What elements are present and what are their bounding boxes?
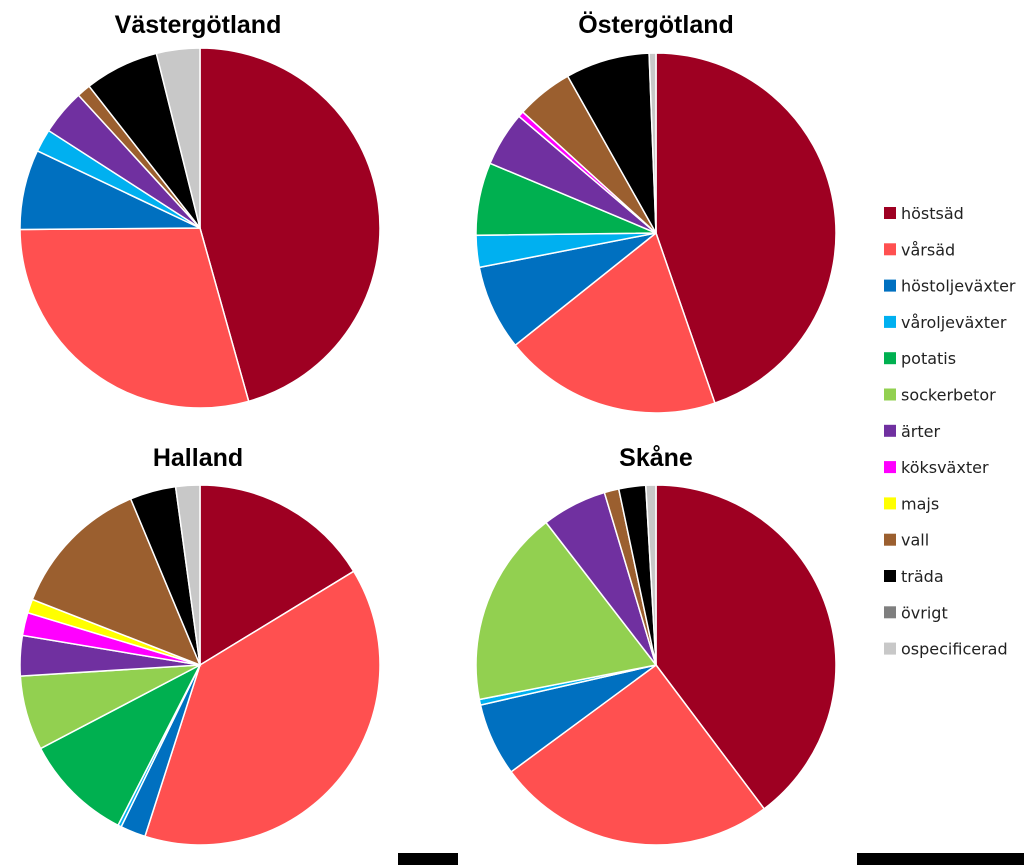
pie-title: Skåne: [619, 444, 693, 472]
legend-swatch: [884, 388, 896, 401]
legend-item-ospecificerad: ospecificerad: [884, 640, 1008, 659]
legend-swatch: [884, 207, 896, 219]
pie-title: Östergötland: [578, 10, 734, 39]
pie-slice-potatis: [39, 663, 202, 827]
legend-label: ospecificerad: [901, 640, 1008, 659]
pie-slice-varsad: [510, 663, 766, 846]
pie-slice-varsad: [19, 227, 250, 409]
legend-label: övrigt: [901, 603, 948, 622]
pie-slice-ospecificerad: [644, 484, 657, 666]
pie-slice-hostsad: [655, 484, 837, 810]
legend-label: vårsäd: [901, 240, 955, 259]
pie-slice-varsad: [143, 570, 381, 846]
legend-swatch: [884, 352, 896, 365]
pie-slice-hostsad: [655, 52, 837, 405]
legend-item-vall: vall: [884, 531, 929, 550]
legend-label: sockerbetor: [901, 386, 996, 405]
bottom-black-bar-right: [857, 853, 1024, 865]
legend-item-arter: ärter: [884, 422, 941, 441]
legend-swatch: [884, 497, 896, 510]
legend-label: ärter: [901, 422, 941, 441]
legend-swatch: [884, 279, 896, 292]
pie-chart-vastergotland: Västergötland: [19, 11, 381, 409]
legend-label: våroljeväxter: [901, 313, 1007, 332]
pie-chart-halland: Halland: [19, 444, 381, 846]
legend-item-varsad: vårsäd: [884, 240, 955, 259]
legend-label: höstoljeväxter: [901, 277, 1016, 296]
legend-label: träda: [901, 567, 944, 586]
legend-item-majs: majs: [884, 494, 939, 513]
legend-item-trada: träda: [884, 567, 944, 586]
legend-item-hostsad: höstsäd: [884, 204, 964, 223]
pie-title: Västergötland: [115, 11, 282, 39]
pie-slice-hostsad: [199, 484, 355, 667]
legend-swatch: [884, 315, 896, 328]
pie-slice-hostsad: [199, 47, 381, 403]
pies-layer: Västergötland Östergötland Halland Skåne: [19, 10, 837, 846]
bottom-black-bar-left: [398, 853, 458, 865]
pie-slice-ospecificerad: [155, 47, 201, 229]
legend-swatch: [884, 461, 896, 474]
legend-item-varoljevaxter: våroljeväxter: [884, 313, 1007, 332]
legend-label: potatis: [901, 349, 956, 368]
legend-swatch: [884, 533, 896, 546]
legend-swatch: [884, 570, 896, 582]
legend-item-sockerbetor: sockerbetor: [884, 386, 996, 405]
legend: höstsäd vårsäd höstoljeväxter våroljeväxter…: [884, 204, 1016, 659]
legend-item-ovrigt: övrigt: [884, 603, 948, 622]
pie-slice-ospecificerad: [174, 484, 201, 666]
legend-item-koksvaxter: köksväxter: [884, 458, 989, 477]
legend-swatch: [884, 424, 896, 437]
legend-swatch: [884, 243, 896, 256]
legend-swatch: [884, 606, 896, 619]
pie-chart-skane: Skåne: [475, 444, 837, 846]
pie-chart-ostergotland: Östergötland: [475, 10, 837, 414]
legend-label: majs: [901, 494, 939, 513]
pie-slice-varsad: [514, 231, 716, 414]
legend-swatch: [884, 642, 896, 655]
legend-label: vall: [901, 531, 929, 550]
legend-label: höstsäd: [901, 204, 964, 223]
pie-slice-ospecificerad: [648, 52, 657, 234]
pie-slice-vall: [31, 497, 202, 667]
legend-item-hostoljevaxter: höstoljeväxter: [884, 277, 1016, 296]
pie-title: Halland: [153, 444, 243, 472]
pie-slice-sockerbetor: [475, 521, 658, 701]
legend-item-potatis: potatis: [884, 349, 956, 368]
legend-label: köksväxter: [901, 458, 989, 477]
